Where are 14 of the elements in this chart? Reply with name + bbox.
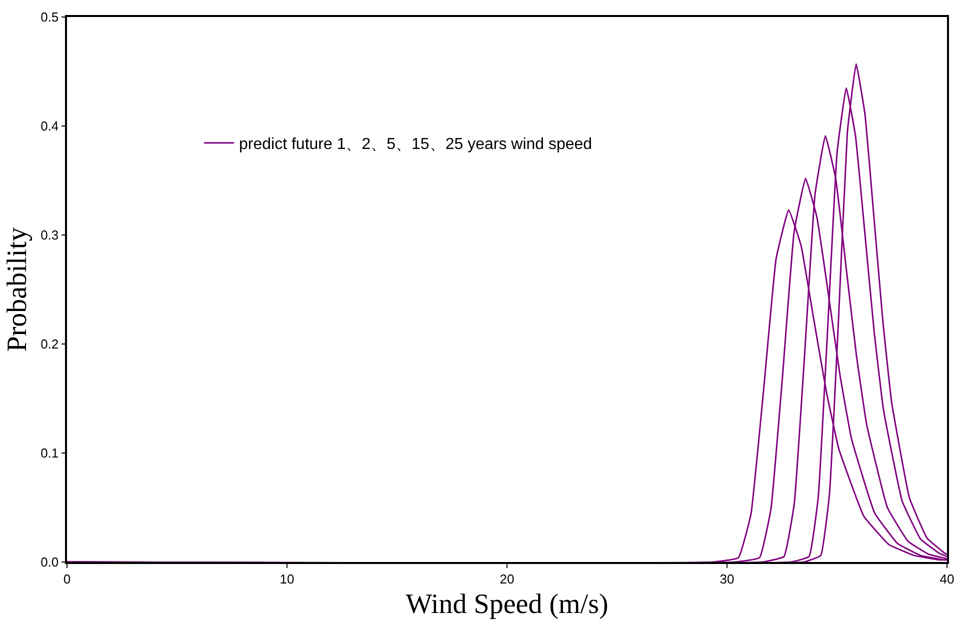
x-tick-label: 20 [500, 571, 514, 586]
legend-label: predict future 1、2、5、15、25 years wind speed [239, 136, 592, 154]
y-tick-label: 0.5 [40, 10, 59, 25]
y-tick-label: 0.2 [40, 336, 59, 352]
y-tick-label: 0.0 [40, 554, 59, 570]
y-axis-title: Probability [2, 227, 33, 352]
y-tick-label: 0.3 [40, 228, 59, 243]
y-tick-label: 0.1 [40, 446, 59, 461]
x-tick-label: 0 [63, 571, 71, 586]
y-tick-label: 0.4 [40, 118, 59, 134]
x-tick-label: 30 [720, 571, 734, 586]
x-tick-label: 10 [280, 571, 294, 586]
x-axis-title: Wind Speed (m/s) [406, 588, 608, 620]
x-tick-label: 40 [940, 571, 954, 586]
